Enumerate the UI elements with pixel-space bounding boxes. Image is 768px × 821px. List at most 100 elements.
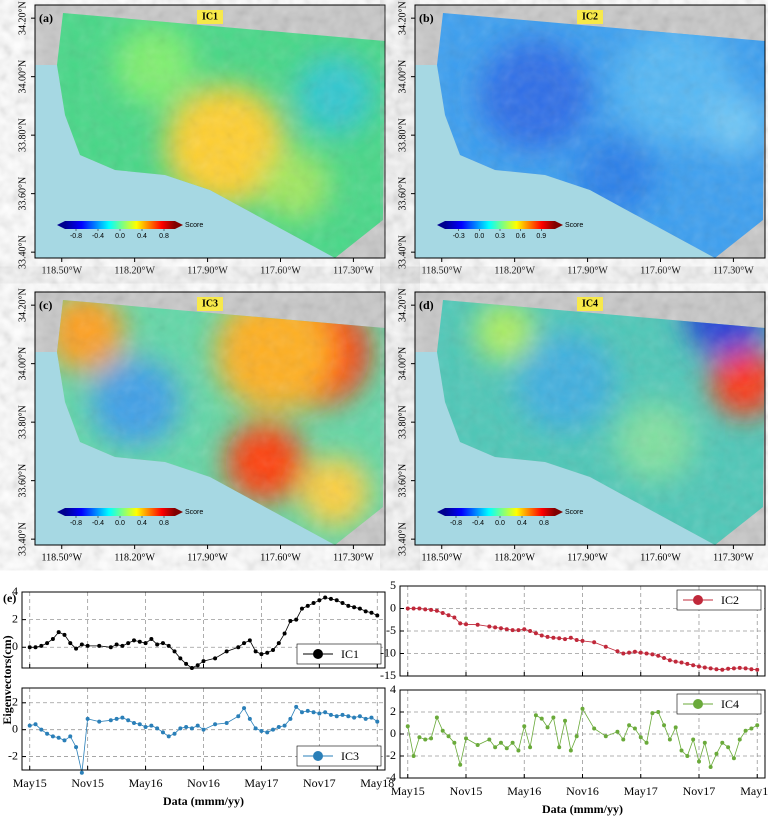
lat-tick-label: 33.60°N [397,464,408,498]
data-point [440,728,445,733]
lon-tick-label: 117.90°W [567,552,608,563]
data-point [265,650,270,655]
y-tick-label: -15 [380,668,396,682]
data-point [375,719,380,724]
data-point [178,726,183,731]
data-point [288,716,293,721]
legend-marker [693,595,703,605]
data-point [352,605,357,610]
colorbar-low-arrow [437,221,445,229]
data-point [27,645,32,650]
data-point [340,712,345,717]
sea [35,352,335,545]
data-point [743,728,748,733]
data-point [271,727,276,732]
data-point [74,646,79,651]
colorbar-tick-label: -0.8 [450,520,462,527]
data-point [357,714,362,719]
data-point [166,643,171,648]
colorbar-tick-label: 0.0 [115,520,125,527]
data-point [726,745,731,750]
data-point [429,607,434,612]
data-point [160,641,165,646]
data-point [143,641,148,646]
x-tick-label: Nov17 [683,784,716,798]
colorbar-tick-label: -0.4 [92,520,104,527]
data-point [592,726,597,731]
data-point [731,756,736,761]
data-point [50,636,55,641]
score-field [57,13,385,258]
data-point [621,651,626,656]
data-point [236,645,241,650]
data-point [149,723,154,728]
data-point [458,762,463,767]
data-point [294,617,299,622]
colorbar-tick-label: 0.8 [539,520,549,527]
y-axis-title: Eigenvectors(cm) [0,635,14,724]
data-point [510,740,515,745]
data-point [592,640,597,645]
lon-tick-label: 117.60°W [640,552,681,563]
data-point [213,722,218,727]
data-point [493,625,498,630]
data-point [714,751,719,756]
y-tick-label: 0 [12,721,18,735]
data-point [352,715,357,720]
data-point [714,667,719,672]
data-point [411,754,416,758]
lat-tick-label: 33.80°N [17,405,28,439]
y-tick-label: 2 [12,695,18,709]
data-point [563,637,568,642]
data-point [504,627,509,632]
x-axis-title: Data (mmm/yy) [163,794,244,808]
lon-tick-label: 117.60°W [260,552,301,563]
plot-frame [21,687,386,771]
data-point [282,631,287,636]
map-label: (b) [419,11,434,25]
y-tick-label: 2 [390,704,396,718]
data-point [195,723,200,728]
lon-tick-label: 118.20°W [114,552,155,563]
data-point [137,722,142,727]
data-point [79,642,84,647]
data-point [743,666,748,671]
data-point [253,649,258,654]
data-point [673,659,678,664]
data-point [673,725,678,730]
data-point [271,648,276,653]
data-point [236,714,241,719]
data-point [522,724,527,729]
data-point [504,746,509,751]
lon-tick-label: 117.60°W [260,265,301,276]
data-point [276,724,281,729]
data-point [691,737,696,742]
data-point [62,632,67,637]
map-label: (d) [419,298,434,312]
data-point [737,737,742,742]
data-point [305,708,310,713]
map-title-box [197,297,223,311]
data-point [696,759,701,764]
data-point [247,638,252,643]
data-point [702,665,707,670]
data-point [656,653,661,658]
data-point [328,712,333,717]
x-tick-label: Nov16 [187,776,220,790]
sea [35,65,335,258]
data-point [720,740,725,745]
colorbar-tick-label: -0.4 [92,233,104,240]
data-point [294,704,299,709]
lat-tick-label: 34.20°N [397,288,408,322]
lat-tick-label: 33.60°N [397,177,408,211]
colorbar-tick-label: -0.4 [472,520,484,527]
data-point [288,619,293,624]
data-point [662,656,667,660]
data-point [615,729,620,734]
data-point [539,716,544,721]
data-point [516,748,521,753]
data-point [696,664,701,669]
data-point [363,609,368,614]
x-tick-label: May17 [624,784,658,798]
